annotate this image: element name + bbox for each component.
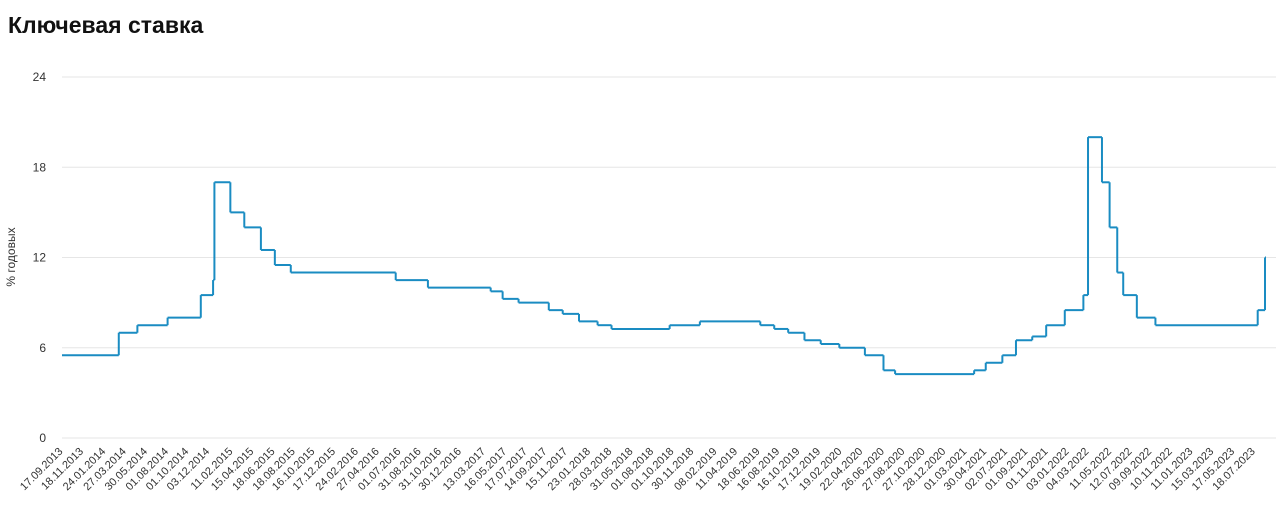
y-axis-label: % годовых <box>4 227 18 286</box>
y-tick-label: 12 <box>33 251 47 265</box>
chart-title: Ключевая ставка <box>8 12 203 38</box>
y-tick-label: 24 <box>33 70 47 84</box>
y-tick-label: 6 <box>39 341 46 355</box>
y-tick-label: 0 <box>39 431 46 445</box>
y-tick-label: 18 <box>33 160 47 174</box>
